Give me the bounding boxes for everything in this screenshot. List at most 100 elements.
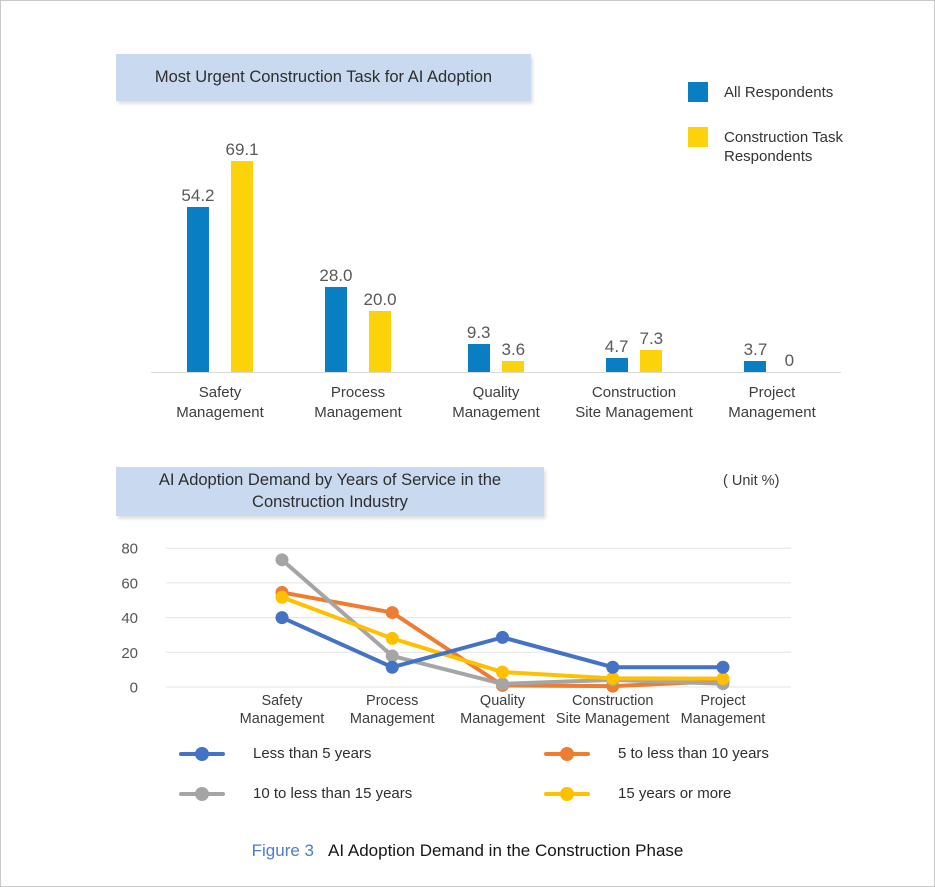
legend-dot [560,746,574,761]
category-label-line: Process [330,384,386,401]
bar-with-label: 54.2 [181,185,215,372]
bar-with-label: 28.0 [319,265,353,372]
data-point [496,665,509,679]
category-label-line: Management [452,403,540,421]
y-tick-label: 60 [121,575,138,592]
legend-swatch-blue [688,82,708,102]
data-point [606,660,620,674]
category-label-line: Construction [591,384,677,401]
x-category-label: Project [700,693,745,709]
legend-dot [195,746,209,761]
bar-group: 3.7 0 [703,116,841,372]
figure-caption-text: AI Adoption Demand in the Construction P… [328,841,684,860]
line-chart-plot-area: 0 20 40 60 80 Safety Management Process Manageme… [76,539,816,744]
legend-swatch-yellow [688,126,708,147]
x-category-label: Management [350,711,435,727]
bar-category-label: Process Management [289,383,427,422]
bar-chart-category-axis: Safety Management Process Management Quality… [151,383,841,422]
category-label-line: Project [748,384,796,401]
bar-value-label: 54.2 [181,185,215,205]
line-legend-item: Less than 5 years [179,745,544,762]
data-point [385,660,399,674]
bar-value-label: 3.7 [743,339,768,359]
data-point [496,677,509,691]
line-chart-title: AI Adoption Demand by Years of Service i… [116,467,544,516]
legend-item-construction-task-respondents: Construction Task Respondents [688,126,864,167]
data-point [606,671,620,685]
bar-category-label: Quality Management [427,383,565,422]
x-category-label: Process [366,693,418,709]
line-legend-marker-icon [544,746,590,761]
bar-value-label: 69.1 [225,140,259,160]
line-legend-marker-icon [544,786,590,801]
bar [605,357,628,372]
y-tick-label: 20 [121,645,138,662]
bar-group: 54.2 69.1 [151,116,289,372]
bar [369,311,392,372]
figure-caption: Figure 3 AI Adoption Demand in the Constr… [1,841,934,861]
legend-label: Construction Task Respondents [724,128,843,165]
line-chart-legend: Less than 5 years 5 to less than 10 years… [179,745,769,802]
bar-value-label: 7.3 [639,328,664,348]
figure-number: Figure 3 [251,841,315,860]
x-category-label: Construction [572,693,653,709]
bar-group: 9.3 3.6 [427,116,565,372]
bar-with-label: 3.7 [743,339,768,372]
legend-dot [560,786,574,801]
data-point [385,606,399,620]
category-label-line: Management [728,403,816,421]
legend-dot [195,786,209,801]
bar [186,206,209,372]
bar [640,349,663,372]
bar-value-label: 0 [784,351,795,370]
data-point [275,611,289,625]
line-legend-marker-icon [179,746,225,761]
legend-item-all-respondents: All Respondents [688,82,864,103]
bar [324,286,347,372]
bar-with-label: 0 [778,351,800,372]
category-label-line: Site Management [575,403,693,421]
category-label-line: Management [314,403,402,421]
bar-category-label: Safety Management [151,383,289,422]
line-chart-svg: 0 20 40 60 80 Safety Management Process Manageme… [121,541,791,727]
x-category-label: Management [460,711,545,727]
line-chart-title-line1: AI Adoption Demand by Years of Service i… [158,470,502,489]
bar-category-label: Construction Site Management [565,383,703,422]
data-point [716,660,730,674]
data-point [385,631,399,645]
y-tick-label: 80 [121,541,138,558]
x-category-label: Quality [480,693,526,709]
line-legend-item: 5 to less than 10 years [544,745,769,762]
line-legend-item: 10 to less than 15 years [179,785,544,802]
bar-value-label: 3.6 [501,340,526,360]
bar-category-label: Project Management [703,383,841,422]
data-point [275,553,289,567]
line-legend-label: 10 to less than 15 years [253,785,413,802]
bar-with-label: 9.3 [467,323,491,372]
category-label-line: Management [176,403,264,421]
bar-group: 28.0 20.0 [289,116,427,372]
data-point [716,672,730,686]
category-label-line: Safety [198,384,242,401]
bar-with-label: 69.1 [226,140,259,372]
bar [744,360,767,372]
y-tick-label: 40 [121,610,138,627]
line-legend-item: 15 years or more [544,785,769,802]
bar-chart-title: Most Urgent Construction Task for AI Ado… [116,54,531,101]
line-legend-label: 5 to less than 10 years [618,745,769,762]
bar [502,361,525,372]
bar-with-label: 3.6 [501,340,526,372]
x-category-label: Management [681,711,766,727]
bar-group: 4.7 7.3 [565,116,703,372]
bar-with-label: 7.3 [639,328,664,372]
bar-chart-plot-area: 54.2 69.1 28.0 20.0 9.3 3.6 4.7 7.3 3.7 0 [151,116,841,373]
line-legend-marker-icon [179,786,225,801]
x-category-label: Management [240,711,325,727]
data-point [275,590,289,604]
unit-label: ( Unit %) [723,473,780,489]
bar-value-label: 28.0 [319,265,353,285]
bar [467,343,490,372]
data-point [385,649,399,663]
x-category-label: Site Management [556,711,670,727]
